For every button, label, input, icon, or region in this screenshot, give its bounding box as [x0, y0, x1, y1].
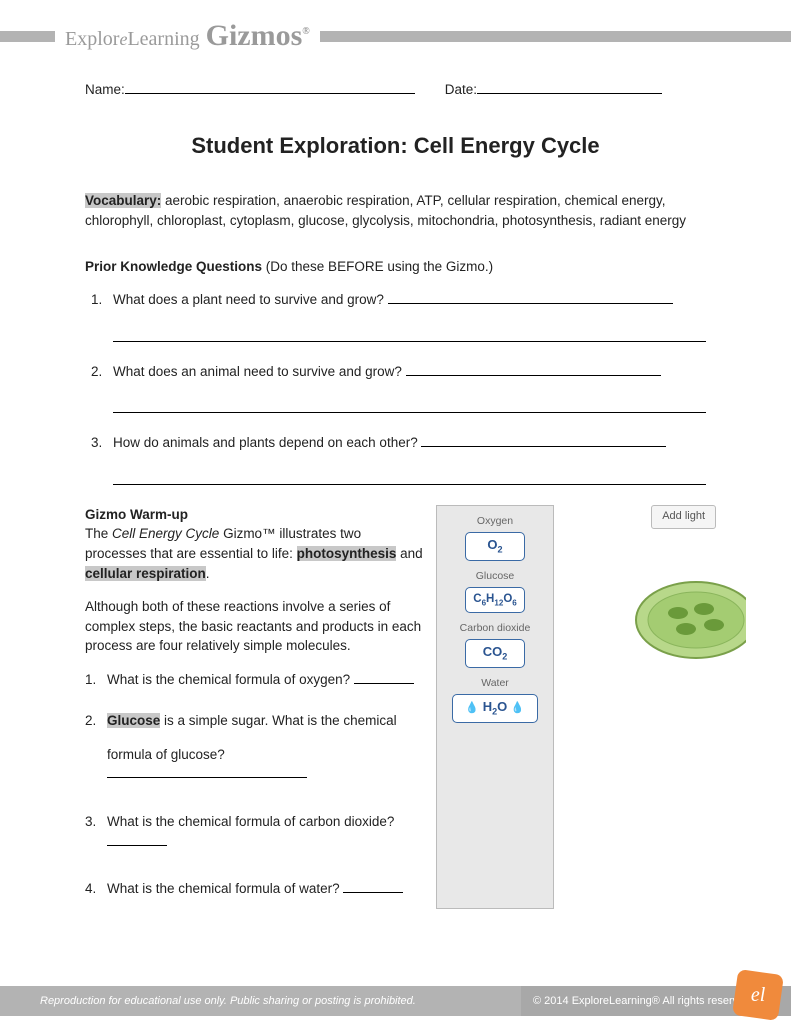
name-date-row: Name: Date:	[85, 80, 706, 100]
right-panel: Add light	[566, 505, 706, 909]
name-label: Name:	[85, 80, 125, 100]
logo-gizmos: Gizmos®	[206, 19, 310, 53]
glucose-button[interactable]: C6H12O6	[465, 587, 525, 613]
q3-blank[interactable]	[421, 446, 666, 447]
logo: ExploreLearning Gizmos®	[55, 19, 320, 53]
water-button[interactable]: 💧 H2O 💧	[452, 694, 537, 723]
wq2-blank[interactable]	[107, 777, 307, 778]
prior-q1: 1. What does a plant need to survive and…	[85, 290, 706, 310]
chloroplast-icon	[616, 575, 746, 665]
vocabulary-block: Vocabulary: aerobic respiration, anaerob…	[85, 191, 706, 230]
q3-blank-line2[interactable]	[113, 467, 706, 485]
prior-knowledge-head: Prior Knowledge Questions (Do these BEFO…	[85, 257, 706, 277]
footer-logo-icon: el	[732, 969, 784, 1021]
page-title: Student Exploration: Cell Energy Cycle	[85, 130, 706, 162]
footer: Reproduction for educational use only. P…	[0, 986, 791, 1016]
q2-blank[interactable]	[406, 375, 661, 376]
oxygen-label: Oxygen	[441, 514, 549, 529]
date-field[interactable]: Date:	[445, 80, 662, 100]
name-blank[interactable]	[125, 93, 415, 94]
vocab-text: aerobic respiration, anaerobic respirati…	[85, 193, 686, 228]
co2-label: Carbon dioxide	[441, 621, 549, 636]
warmup-p2: Although both of these reactions involve…	[85, 597, 424, 656]
q1-blank-line2[interactable]	[113, 324, 706, 342]
prior-q3: 3. How do animals and plants depend on e…	[85, 433, 706, 453]
warmup-text: Gizmo Warm-up The Cell Energy Cycle Gizm…	[85, 505, 424, 909]
q1-blank[interactable]	[388, 303, 673, 304]
warmup-q4: 4. What is the chemical formula of water…	[85, 879, 424, 899]
warmup-q2: 2. Glucose is a simple sugar. What is th…	[85, 711, 424, 784]
q2-blank-line2[interactable]	[113, 395, 706, 413]
header-rule-right	[320, 31, 791, 42]
molecule-panel: Oxygen O2 Glucose C6H12O6 Carbon dioxide…	[436, 505, 554, 909]
warmup-head: Gizmo Warm-up	[85, 505, 424, 525]
add-light-button[interactable]: Add light	[651, 505, 716, 529]
oxygen-button[interactable]: O2	[465, 532, 525, 561]
logo-explore: ExploreLearning	[65, 28, 200, 51]
warmup-q3: 3. What is the chemical formula of carbo…	[85, 812, 424, 851]
wq1-blank[interactable]	[354, 683, 414, 684]
co2-button[interactable]: CO2	[465, 639, 525, 668]
date-blank[interactable]	[477, 93, 662, 94]
vocab-label: Vocabulary:	[85, 193, 161, 208]
date-label: Date:	[445, 80, 477, 100]
footer-left-text: Reproduction for educational use only. P…	[0, 986, 521, 1016]
glucose-label: Glucose	[441, 569, 549, 584]
wq3-blank[interactable]	[107, 845, 167, 846]
prior-q2: 2. What does an animal need to survive a…	[85, 362, 706, 382]
header-bar: ExploreLearning Gizmos®	[0, 0, 791, 50]
header-rule-left	[0, 31, 55, 42]
wq4-blank[interactable]	[343, 892, 403, 893]
warmup-p1: The Cell Energy Cycle Gizmo™ illustrates…	[85, 524, 424, 583]
name-field[interactable]: Name:	[85, 80, 415, 100]
water-label: Water	[441, 676, 549, 691]
warmup-q1: 1. What is the chemical formula of oxyge…	[85, 670, 424, 690]
